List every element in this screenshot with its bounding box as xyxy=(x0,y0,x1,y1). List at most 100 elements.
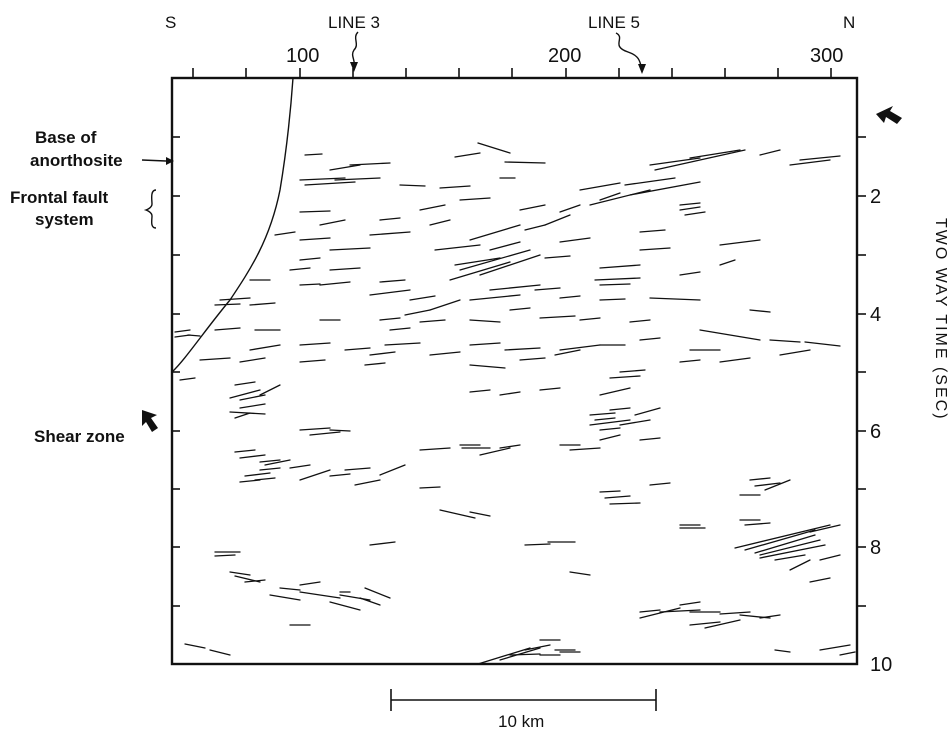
reflector-segment xyxy=(689,149,741,159)
reflector-segment xyxy=(419,319,446,323)
line-5-squiggle xyxy=(615,32,643,71)
reflector-segment xyxy=(399,184,426,187)
top-axis-ticks xyxy=(192,68,832,78)
reflector-segment xyxy=(589,189,651,206)
reflector-segment xyxy=(759,614,781,619)
reflector-segment xyxy=(839,651,856,656)
reflector-segment xyxy=(249,344,281,351)
right-tick-label-6: 6 xyxy=(870,421,881,443)
reflector-segment xyxy=(519,357,546,361)
reflector-segment xyxy=(329,267,361,271)
reflector-segment xyxy=(804,341,841,347)
reflector-segment xyxy=(477,647,531,665)
reflector-segment xyxy=(299,591,341,599)
reflector-segment xyxy=(639,609,661,613)
reflector-segment xyxy=(569,447,601,451)
base-of-anorthosite-arrowhead xyxy=(166,157,174,165)
reflector-segment xyxy=(774,554,806,561)
reflector-segment xyxy=(624,177,676,186)
reflector-segment xyxy=(214,327,241,331)
reflector-segment xyxy=(764,479,791,491)
reflector-segment xyxy=(239,479,261,483)
reflector-segment xyxy=(299,581,321,586)
reflector-segment xyxy=(244,472,271,477)
reflector-segment xyxy=(299,342,331,346)
line-3-label: LINE 3 xyxy=(328,13,380,32)
reflector-segment xyxy=(749,477,771,481)
reflector-segment xyxy=(234,449,256,453)
reflector-segment xyxy=(479,447,511,456)
reflector-segment xyxy=(269,594,301,601)
reflector-segment xyxy=(544,255,571,259)
reflector-segment xyxy=(744,522,771,526)
reflector-segment xyxy=(639,437,661,441)
reflector-segment xyxy=(264,459,291,466)
reflector-segment xyxy=(629,181,701,196)
right-axis-ticks xyxy=(857,136,866,607)
reflector-segment xyxy=(699,329,761,341)
reflector-segment xyxy=(174,334,191,338)
reflector-segment xyxy=(364,362,386,366)
reflector-segment xyxy=(429,351,461,356)
reflector-segment xyxy=(489,241,521,251)
reflector-segment xyxy=(534,287,561,291)
reflector-segment xyxy=(469,389,491,393)
reflector-segment xyxy=(449,261,511,281)
frontal-fault-label-line1: Frontal fault xyxy=(10,188,109,207)
reflector-segment xyxy=(279,587,301,591)
reflector-segment xyxy=(704,619,741,629)
reflector-segment xyxy=(599,264,641,269)
reflector-segment xyxy=(719,259,736,266)
reflector-segment xyxy=(379,279,406,283)
reflector-segment xyxy=(499,391,521,396)
reflector-segment xyxy=(369,351,396,356)
reflector-segment xyxy=(684,211,706,216)
left-axis-ticks xyxy=(172,136,180,607)
reflector-segment xyxy=(819,644,851,651)
reflector-segment xyxy=(599,283,631,286)
reflector-segment xyxy=(779,349,811,356)
reflector-segment xyxy=(369,541,396,546)
reflector-segment xyxy=(419,486,441,489)
compass-south: S xyxy=(165,13,176,32)
reflector-segment xyxy=(299,469,331,481)
reflector-segment xyxy=(579,317,601,321)
reflector-segment xyxy=(634,407,661,416)
reflector-segment xyxy=(469,342,501,346)
reflector-segment xyxy=(819,554,841,561)
reflector-segment xyxy=(599,298,626,301)
reflector-segment xyxy=(379,464,406,476)
reflector-segment xyxy=(469,224,521,241)
shear-zone-label: Shear zone xyxy=(34,427,125,446)
reflector-segment xyxy=(229,389,261,399)
reflector-segment xyxy=(639,337,661,341)
reflector-segment xyxy=(579,182,621,191)
reflector-segment xyxy=(299,237,331,241)
reflector-segment xyxy=(419,447,451,451)
reflector-segment xyxy=(524,644,551,651)
reflector-segment xyxy=(679,601,701,606)
reflector-segment xyxy=(259,459,281,463)
reflector-segment xyxy=(379,217,401,221)
frontal-fault-label-line2: system xyxy=(35,210,94,229)
reflector-segment xyxy=(304,181,356,186)
reflector-segment xyxy=(799,155,841,161)
reflector-segment xyxy=(659,609,701,613)
reflector-segment xyxy=(229,571,251,576)
scale-bar-label: 10 km xyxy=(498,712,544,731)
reflector-segment xyxy=(649,482,671,486)
reflector-segment xyxy=(439,509,476,519)
reflector-segment xyxy=(524,543,551,546)
reflector-segment xyxy=(744,529,816,551)
top-tick-label-300: 300 xyxy=(810,45,843,67)
reflector-segment xyxy=(809,524,841,533)
top-tick-label-100: 100 xyxy=(286,45,319,67)
reflector-segment xyxy=(359,597,381,606)
reflector-segment xyxy=(219,297,251,301)
reflector-segment xyxy=(559,344,601,351)
reflector-segment xyxy=(299,210,331,213)
reflector-segment xyxy=(759,544,826,559)
reflector-segment xyxy=(274,231,296,236)
reflector-segment xyxy=(214,303,241,306)
